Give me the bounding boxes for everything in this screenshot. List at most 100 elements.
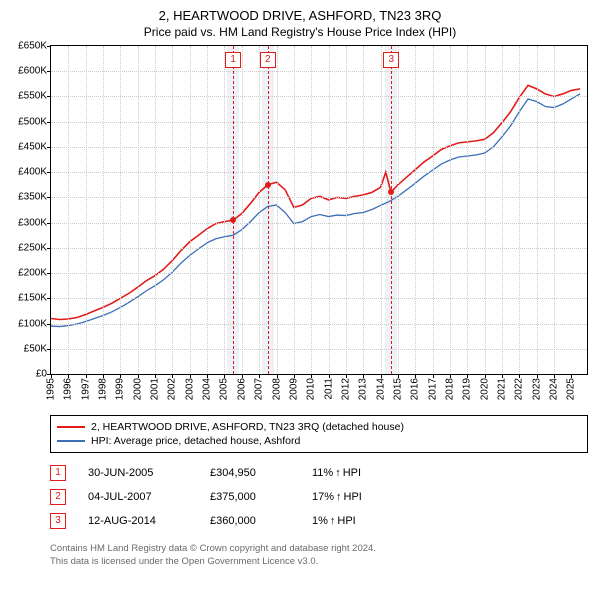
x-tick <box>294 374 295 378</box>
x-tick-label: 2001 <box>150 378 161 400</box>
x-tick <box>155 374 156 378</box>
x-tick <box>120 374 121 378</box>
gridline-v <box>363 46 364 374</box>
sales-row-price: £375,000 <box>210 491 290 503</box>
x-tick <box>277 374 278 378</box>
x-tick-label: 2011 <box>323 378 334 400</box>
sales-row-price: £360,000 <box>210 515 290 527</box>
chart-lines-svg <box>51 46 587 374</box>
x-tick-label: 2014 <box>375 378 386 400</box>
x-tick <box>329 374 330 378</box>
chart-subtitle: Price paid vs. HM Land Registry's House … <box>0 23 600 45</box>
gridline-h <box>51 248 587 249</box>
x-tick-label: 2010 <box>306 378 317 400</box>
y-tick <box>47 273 51 274</box>
x-tick-label: 1998 <box>98 378 109 400</box>
gridline-v <box>311 46 312 374</box>
x-tick <box>398 374 399 378</box>
sales-row-delta-pct: 11% <box>312 467 333 479</box>
gridline-v <box>120 46 121 374</box>
gridline-v <box>450 46 451 374</box>
gridline-h <box>51 122 587 123</box>
sales-row-date: 30-JUN-2005 <box>88 467 188 479</box>
gridline-v <box>485 46 486 374</box>
gridline-v <box>259 46 260 374</box>
footer-line-2: This data is licensed under the Open Gov… <box>50 556 588 569</box>
x-tick <box>363 374 364 378</box>
y-tick <box>47 147 51 148</box>
x-tick-label: 1997 <box>80 378 91 400</box>
gridline-v <box>103 46 104 374</box>
y-tick-label: £600K <box>18 66 47 77</box>
x-tick <box>86 374 87 378</box>
series-subject <box>51 85 580 319</box>
x-tick-label: 2021 <box>497 378 508 400</box>
gridline-v <box>537 46 538 374</box>
x-tick <box>346 374 347 378</box>
gridline-v <box>86 46 87 374</box>
sale-dashed-line <box>391 46 392 374</box>
x-tick-label: 2013 <box>358 378 369 400</box>
legend-box: 2, HEARTWOOD DRIVE, ASHFORD, TN23 3RQ (d… <box>50 415 588 453</box>
sales-row-delta-pct: 1% <box>312 515 328 527</box>
x-tick <box>519 374 520 378</box>
y-tick-label: £300K <box>18 217 47 228</box>
sales-row-delta: 11%HPI <box>312 467 392 479</box>
x-tick-label: 2002 <box>167 378 178 400</box>
x-tick <box>537 374 538 378</box>
gridline-v <box>346 46 347 374</box>
chart-title: 2, HEARTWOOD DRIVE, ASHFORD, TN23 3RQ <box>0 0 600 23</box>
x-tick-label: 2023 <box>531 378 542 400</box>
gridline-v <box>519 46 520 374</box>
x-tick <box>450 374 451 378</box>
x-tick <box>68 374 69 378</box>
x-tick <box>415 374 416 378</box>
y-tick-label: £250K <box>18 242 47 253</box>
sales-row-number: 3 <box>50 513 66 529</box>
x-tick <box>242 374 243 378</box>
sales-row-delta: 1%HPI <box>312 515 392 527</box>
y-tick <box>47 197 51 198</box>
x-tick <box>172 374 173 378</box>
y-tick-label: £500K <box>18 116 47 127</box>
x-tick <box>224 374 225 378</box>
y-tick <box>47 298 51 299</box>
footer-attribution: Contains HM Land Registry data © Crown c… <box>50 543 588 569</box>
gridline-h <box>51 197 587 198</box>
x-tick <box>502 374 503 378</box>
gridline-v <box>329 46 330 374</box>
x-tick-label: 2003 <box>184 378 195 400</box>
x-tick-label: 2019 <box>462 378 473 400</box>
y-tick-label: £50K <box>24 343 47 354</box>
x-tick <box>485 374 486 378</box>
x-tick-label: 1996 <box>63 378 74 400</box>
sale-number-box: 3 <box>383 52 399 68</box>
sales-row-delta: 17%HPI <box>312 491 392 503</box>
gridline-v <box>224 46 225 374</box>
y-tick <box>47 248 51 249</box>
sale-number-box: 2 <box>260 52 276 68</box>
legend-row: 2, HEARTWOOD DRIVE, ASHFORD, TN23 3RQ (d… <box>57 420 581 434</box>
gridline-v <box>502 46 503 374</box>
y-tick <box>47 71 51 72</box>
x-tick <box>433 374 434 378</box>
arrow-up-icon <box>328 515 338 527</box>
sale-dashed-line <box>268 46 269 374</box>
x-tick-label: 2015 <box>392 378 403 400</box>
y-tick <box>47 122 51 123</box>
sales-row-number: 2 <box>50 489 66 505</box>
y-tick-label: £200K <box>18 268 47 279</box>
sales-table-row: 3 12-AUG-2014 £360,000 1%HPI <box>50 509 588 533</box>
sales-row-number: 1 <box>50 465 66 481</box>
x-tick-label: 2000 <box>132 378 143 400</box>
legend-label: HPI: Average price, detached house, Ashf… <box>91 435 300 447</box>
gridline-h <box>51 147 587 148</box>
gridline-v <box>155 46 156 374</box>
sales-row-date: 12-AUG-2014 <box>88 515 188 527</box>
x-tick <box>103 374 104 378</box>
sales-row-date: 04-JUL-2007 <box>88 491 188 503</box>
gridline-h <box>51 172 587 173</box>
y-tick <box>47 96 51 97</box>
x-tick-label: 2017 <box>427 378 438 400</box>
y-tick-label: £450K <box>18 141 47 152</box>
